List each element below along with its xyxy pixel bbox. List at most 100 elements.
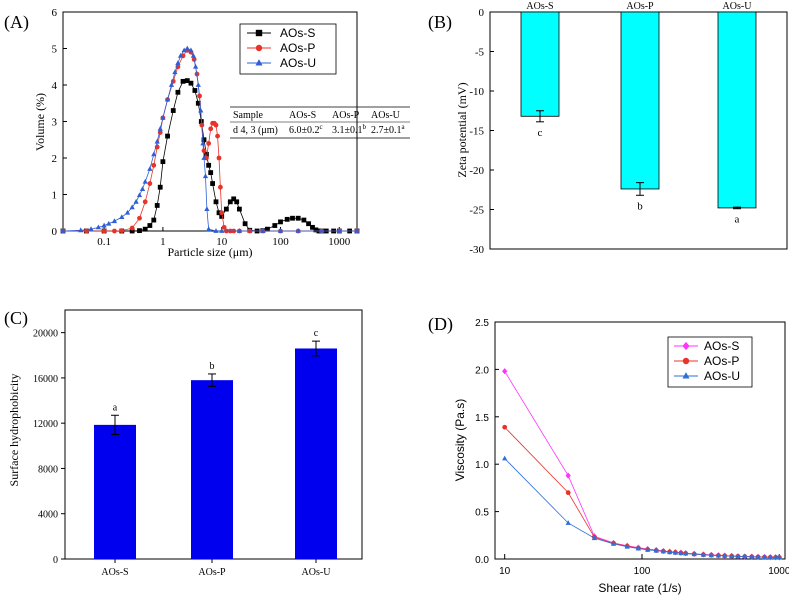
legend-marker	[255, 29, 263, 37]
y-tick-label: 5	[52, 44, 58, 56]
y-tick-label: 0.0	[475, 555, 489, 566]
data-point	[139, 186, 146, 191]
data-point	[188, 47, 194, 53]
significance-letter: b	[210, 361, 215, 372]
data-point	[147, 181, 153, 186]
y-tick-label: 2.0	[475, 365, 489, 376]
data-point	[278, 219, 283, 225]
data-point	[172, 69, 178, 75]
legend-label: AOs-S	[704, 339, 739, 353]
y-tick-label: 6	[52, 7, 58, 19]
data-point	[151, 151, 157, 157]
data-point	[223, 206, 229, 212]
panel-a-series	[60, 45, 360, 234]
data-point	[157, 130, 163, 135]
y-tick-label: 0	[53, 555, 58, 566]
data-point	[678, 550, 684, 556]
data-point	[137, 215, 142, 221]
data-point	[635, 545, 641, 551]
panel-b-y-title: Zeta potential (mV)	[455, 82, 469, 177]
bar-AOs-P	[191, 380, 233, 559]
legend-label: AOs-U	[280, 56, 316, 70]
data-point	[761, 554, 768, 560]
data-point	[88, 226, 94, 232]
data-point	[653, 547, 659, 553]
x-tick-label: 1000	[768, 566, 789, 577]
category-label: AOs-U	[302, 567, 332, 578]
data-point	[645, 546, 651, 552]
y-tick-label: 4000	[38, 510, 58, 521]
data-point	[729, 553, 735, 559]
data-point	[210, 181, 215, 186]
y-tick-label: 2	[52, 153, 58, 165]
panel-c-bars: a AOs-S b AOs-P c AOs-U	[94, 328, 337, 578]
panel-b-label: (B)	[428, 12, 452, 33]
data-point	[111, 218, 118, 224]
y-tick-label: 16000	[33, 374, 58, 385]
category-label: AOs-U	[723, 1, 753, 12]
data-point	[184, 45, 190, 51]
data-point	[170, 108, 176, 113]
data-point	[213, 228, 219, 233]
data-point	[202, 173, 209, 179]
significance-letter: c	[538, 127, 543, 139]
data-point	[154, 138, 160, 144]
data-point	[502, 455, 508, 461]
panel-b-y-axis: 0 -5 -10 -15 -20 -25 -30	[469, 7, 494, 256]
significance-letter: a	[735, 214, 740, 226]
data-point	[284, 216, 290, 222]
data-point	[119, 228, 125, 234]
panel-b-bars: AOs-S c AOs-P b AOs-U a	[520, 1, 757, 226]
data-point	[142, 226, 148, 232]
data-point	[667, 549, 673, 555]
y-tick-label: 8000	[38, 464, 58, 475]
data-point	[502, 424, 508, 430]
category-label: AOs-P	[626, 1, 654, 12]
data-point	[175, 89, 181, 95]
data-point	[242, 221, 248, 227]
data-point	[565, 472, 571, 479]
data-point	[147, 166, 153, 171]
panel-d-frame	[494, 321, 786, 560]
category-label: AOs-S	[526, 1, 553, 12]
data-point	[151, 162, 157, 168]
y-tick-label: -20	[469, 165, 484, 177]
data-point	[565, 490, 571, 496]
data-point	[151, 217, 157, 223]
bar-AOs-U	[295, 348, 337, 559]
y-tick-label: 1.5	[475, 413, 489, 424]
data-point	[219, 214, 225, 219]
data-point	[195, 100, 201, 106]
table-cell-p: 3.1±0.1b	[332, 123, 367, 136]
series-line-AOs-U	[62, 48, 357, 232]
data-point	[208, 126, 214, 132]
y-tick-label: -25	[469, 205, 484, 217]
data-point	[660, 548, 666, 554]
data-point	[142, 178, 148, 184]
data-point	[200, 140, 206, 146]
legend-marker	[255, 59, 263, 66]
panel-a-x-title: Particle size (μm)	[167, 245, 252, 259]
data-point	[164, 96, 171, 102]
data-point	[700, 551, 707, 557]
y-tick-label: 2.5	[475, 318, 489, 329]
x-tick-label: 100	[272, 236, 289, 248]
data-point	[147, 223, 153, 228]
data-point	[198, 107, 204, 113]
table-header-sample: Sample	[233, 110, 264, 121]
table-cell-s: 6.0±0.2c	[289, 123, 323, 136]
significance-letter: a	[113, 402, 118, 413]
series-line-AOs-P	[63, 49, 357, 232]
data-point	[306, 221, 311, 227]
legend-marker	[682, 357, 690, 365]
data-point	[624, 543, 630, 549]
series-line-AOs-P	[504, 426, 780, 558]
data-point	[213, 122, 219, 128]
data-point	[767, 554, 773, 560]
data-point	[201, 148, 207, 154]
data-point	[101, 222, 107, 228]
data-point	[136, 192, 143, 198]
data-point	[227, 199, 233, 205]
data-point	[610, 540, 617, 546]
